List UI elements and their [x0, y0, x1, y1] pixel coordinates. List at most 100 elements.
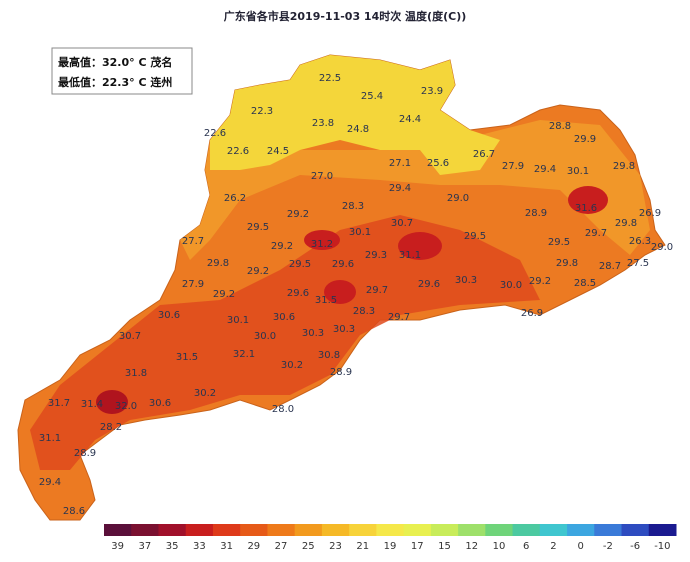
station-value: 23.9 [421, 86, 443, 97]
hot-spot [96, 390, 128, 414]
legend-label: 23 [329, 541, 342, 552]
station-value: 26.7 [473, 149, 495, 160]
max-info: 最高值：32.0° C 茂名 [58, 55, 172, 69]
station-value: 28.9 [330, 367, 352, 378]
station-value: 29.6 [332, 259, 354, 270]
legend-label: 35 [166, 541, 179, 552]
legend-swatch [403, 524, 432, 536]
legend-swatch [349, 524, 377, 536]
station-value: 30.7 [391, 218, 413, 229]
station-value: 26.9 [521, 308, 543, 319]
station-value: 29.7 [388, 312, 410, 323]
station-value: 29.0 [651, 242, 673, 253]
station-value: 31.5 [315, 295, 337, 306]
legend-swatch [185, 524, 214, 536]
station-value: 29.3 [365, 250, 387, 261]
station-value: 22.6 [227, 146, 249, 157]
station-value: 29.5 [247, 222, 269, 233]
station-value: 27.1 [389, 158, 411, 169]
station-value: 30.1 [349, 227, 371, 238]
legend-swatch [376, 524, 405, 536]
legend-swatch [131, 524, 159, 536]
station-value: 25.6 [427, 158, 449, 169]
legend-label: 19 [384, 541, 397, 552]
station-value: 29.9 [574, 134, 596, 145]
station-value: 22.5 [319, 73, 341, 84]
station-value: 30.7 [119, 331, 141, 342]
station-value: 27.9 [182, 279, 204, 290]
station-value: 29.5 [548, 237, 570, 248]
station-value: 29.2 [247, 266, 269, 277]
legend-label: 0 [577, 541, 583, 552]
station-value: 28.6 [63, 506, 85, 517]
station-value: 27.0 [311, 171, 333, 182]
station-value: 31.8 [125, 368, 147, 379]
station-value: 29.8 [615, 218, 637, 229]
station-value: 28.3 [342, 201, 364, 212]
legend-swatch [567, 524, 595, 536]
legend-label: 31 [220, 541, 233, 552]
hot-spot [398, 232, 442, 260]
station-value: 28.2 [100, 422, 122, 433]
hot-spot [304, 230, 340, 250]
station-value: 31.1 [39, 433, 61, 444]
hot-spot [568, 186, 608, 214]
legend-label: 6 [523, 541, 529, 552]
legend-label: 27 [275, 541, 288, 552]
station-value: 28.0 [272, 404, 294, 415]
legend-swatch [485, 524, 514, 536]
station-value: 28.3 [353, 306, 375, 317]
legend-label: 21 [356, 541, 369, 552]
station-value: 24.5 [267, 146, 289, 157]
station-value: 29.7 [366, 285, 388, 296]
station-value: 29.2 [529, 276, 551, 287]
station-value: 29.5 [464, 231, 486, 242]
legend-swatch [104, 524, 132, 536]
station-value: 30.0 [500, 280, 522, 291]
station-value: 31.5 [176, 352, 198, 363]
station-value: 29.2 [287, 209, 309, 220]
station-value: 30.1 [567, 166, 589, 177]
station-value: 30.6 [158, 310, 180, 321]
legend-label: -6 [630, 541, 640, 552]
station-value: 30.2 [194, 388, 216, 399]
station-value: 29.0 [447, 193, 469, 204]
legend-label: 2 [550, 541, 556, 552]
station-value: 28.9 [74, 448, 96, 459]
station-value: 23.8 [312, 118, 334, 129]
station-value: 32.0 [115, 401, 137, 412]
station-value: 27.5 [627, 258, 649, 269]
station-value: 29.2 [271, 241, 293, 252]
legend-swatch [294, 524, 323, 536]
hot-spot [324, 280, 356, 304]
station-value: 29.4 [389, 183, 411, 194]
station-value: 29.2 [213, 289, 235, 300]
station-value: 25.4 [361, 91, 383, 102]
station-value: 24.8 [347, 124, 369, 135]
info-box: 最高值：32.0° C 茂名 最低值：22.3° C 连州 [51, 47, 193, 95]
station-value: 22.3 [251, 106, 273, 117]
station-value: 31.6 [575, 203, 597, 214]
station-value: 28.9 [525, 208, 547, 219]
legend-swatch [267, 524, 296, 536]
station-value: 27.9 [502, 161, 524, 172]
station-value: 31.1 [399, 250, 421, 261]
legend-label: 37 [138, 541, 151, 552]
station-value: 31.2 [311, 239, 333, 250]
station-value: 29.4 [39, 477, 61, 488]
min-info: 最低值：22.3° C 连州 [58, 75, 172, 89]
station-value: 30.6 [149, 398, 171, 409]
legend-label: -10 [654, 541, 670, 552]
station-value: 30.3 [333, 324, 355, 335]
legend-label: -2 [603, 541, 613, 552]
station-value: 30.3 [302, 328, 324, 339]
station-value: 30.2 [281, 360, 303, 371]
legend-swatch [240, 524, 268, 536]
legend-label: 25 [302, 541, 315, 552]
station-value: 31.4 [81, 399, 103, 410]
station-value: 28.7 [599, 261, 621, 272]
hot-zone [30, 215, 540, 470]
station-value: 29.8 [613, 161, 635, 172]
